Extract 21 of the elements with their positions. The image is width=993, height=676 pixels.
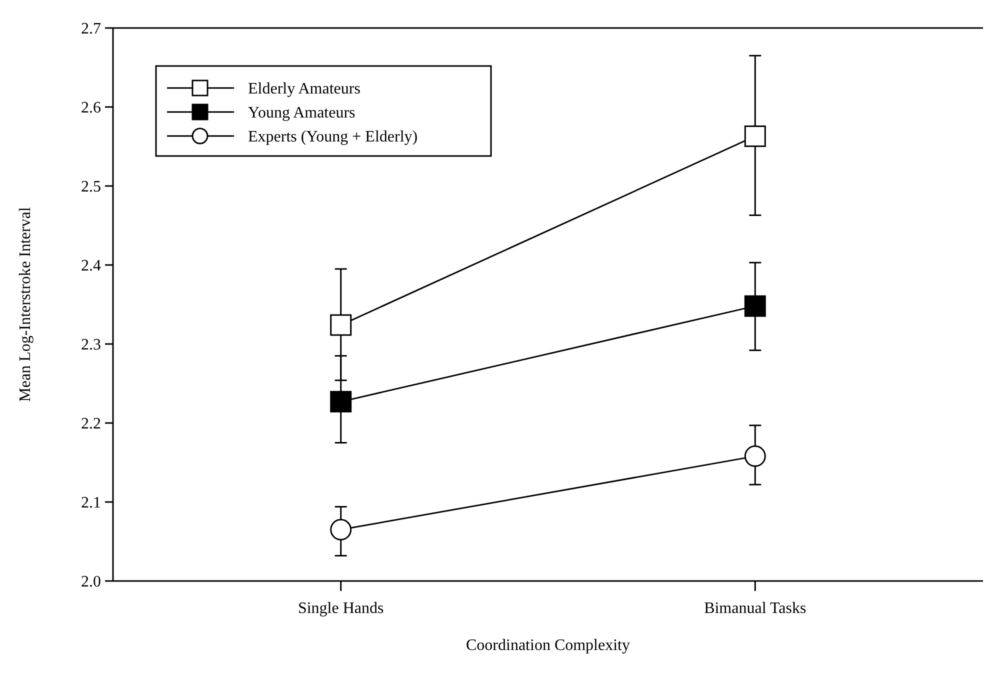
y-tick-label: 2.2 — [81, 416, 101, 433]
point — [744, 445, 766, 467]
x-tick-label: Single Hands — [298, 600, 384, 617]
x-tick-label: Bimanual Tasks — [704, 600, 806, 617]
point — [744, 295, 766, 317]
y-axis-title: Mean Log-Interstroke Interval — [17, 206, 34, 402]
y-tick-label: 2.3 — [81, 336, 101, 354]
y-tick-label: 2.1 — [81, 494, 101, 512]
y-tick-label: 2.6 — [81, 100, 101, 117]
y-tick-label: 2.7 — [81, 20, 101, 38]
point — [330, 390, 352, 412]
point — [330, 518, 352, 540]
legend-label: Elderly Amateurs — [248, 80, 360, 98]
y-tick-label: 2.5 — [81, 178, 101, 196]
legend-label: Young Amateurs — [248, 104, 356, 122]
y-tick-label: 2.0 — [81, 574, 101, 591]
x-axis-title: Coordination Complexity — [466, 637, 630, 654]
legend-label: Experts (Young + Elderly) — [248, 128, 418, 146]
y-tick-label: 2.4 — [81, 258, 101, 275]
point — [330, 314, 352, 336]
point — [744, 125, 766, 147]
